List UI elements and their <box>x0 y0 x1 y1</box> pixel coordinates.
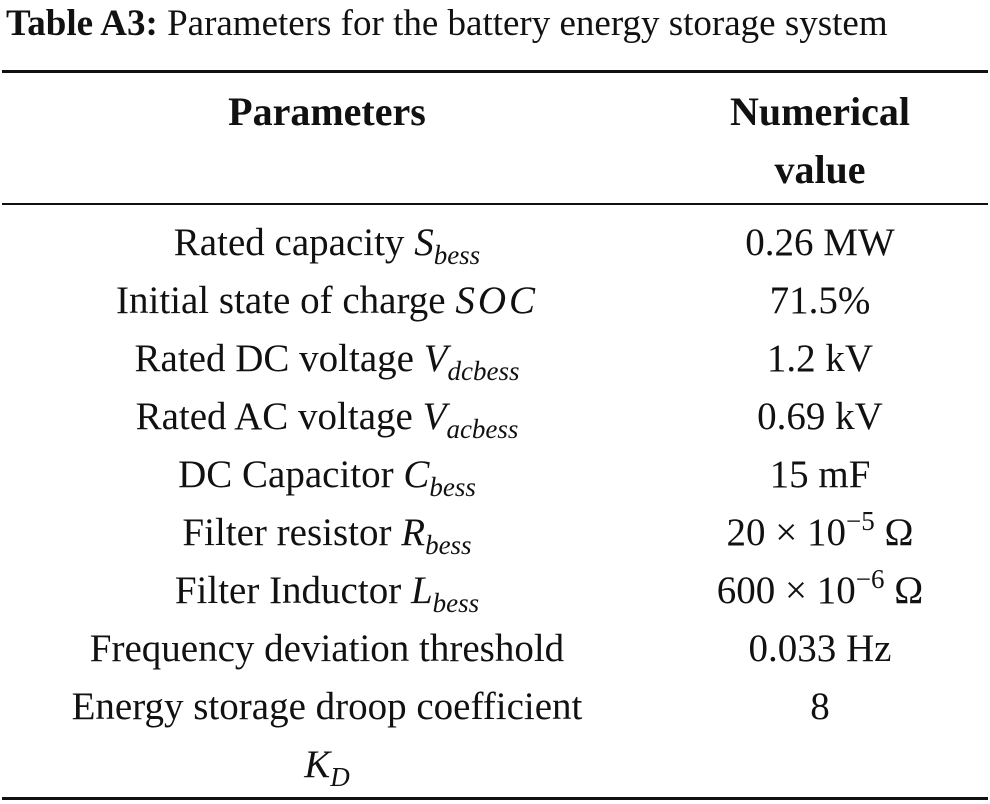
value-initial-soc: 71.5% <box>769 279 871 322</box>
param-symbol: Sbess <box>414 221 481 270</box>
value-rated-capacity: 0.26 MW <box>745 221 895 264</box>
param-filter-inductor: Filter Inductor Lbess <box>2 562 652 620</box>
param-label: Filter resistor <box>182 511 402 554</box>
param-rated-capacity: Rated capacity Sbess <box>2 214 652 272</box>
table-top-rule <box>2 70 988 73</box>
param-label: Initial state of charge <box>116 279 456 322</box>
param-droop-coefficient: Energy storage droop coefficient <box>71 685 583 728</box>
param-symbol: SOC <box>455 279 538 322</box>
param-label: DC Capacitor <box>178 453 404 496</box>
param-symbol: Cbess <box>403 453 476 502</box>
param-filter-resistor: Filter resistor Rbess <box>2 504 652 562</box>
param-label: Rated capacity <box>173 221 415 264</box>
param-label: Rated DC voltage <box>134 337 424 380</box>
value-frequency-deviation-threshold: 0.033 Hz <box>748 627 892 670</box>
header-numerical-value-line1: Numerical <box>730 89 910 134</box>
param-symbol: Rbess <box>401 511 472 560</box>
value-dc-capacitor: 15 mF <box>769 453 871 496</box>
param-rated-dc-voltage: Rated DC voltage Vdcbess <box>2 330 652 388</box>
param-rated-ac-voltage: Rated AC voltage Vacbess <box>2 388 652 446</box>
param-initial-soc: Initial state of charge SOC <box>2 272 652 330</box>
value-rated-dc-voltage: 1.2 kV <box>766 337 874 380</box>
param-symbol: Vdcbess <box>423 337 520 386</box>
table-caption-text: Parameters for the battery energy storag… <box>157 3 888 44</box>
param-label: Filter Inductor <box>174 569 411 612</box>
header-parameters: Parameters <box>228 89 426 134</box>
param-frequency-deviation-threshold: Frequency deviation threshold <box>89 627 565 670</box>
param-label: Rated AC voltage <box>135 395 423 438</box>
table-bottom-rule <box>2 797 988 800</box>
value-filter-resistor: 20 × 10−5 Ω <box>726 506 914 555</box>
table-caption-label: Table A3: <box>6 3 158 44</box>
table-caption: Table A3: Parameters for the battery ene… <box>6 2 990 46</box>
header-numerical-value-line2: value <box>774 147 866 192</box>
param-symbol: Lbess <box>410 569 480 618</box>
param-symbol: Vacbess <box>422 395 519 444</box>
param-droop-coefficient-symbol: KD <box>2 736 652 794</box>
value-filter-inductor: 600 × 10−6 Ω <box>716 564 924 613</box>
value-droop-coefficient: 8 <box>810 685 830 728</box>
value-rated-ac-voltage: 0.69 kV <box>757 395 883 438</box>
param-symbol: KD <box>304 743 350 792</box>
table-header-rule <box>2 203 988 205</box>
param-dc-capacitor: DC Capacitor Cbess <box>2 446 652 504</box>
